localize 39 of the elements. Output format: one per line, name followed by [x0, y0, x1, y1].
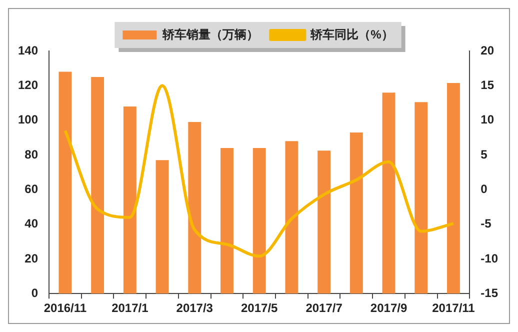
y-tick-label: 120 — [18, 78, 38, 92]
bar — [285, 141, 298, 294]
bar — [156, 160, 169, 294]
bar — [350, 132, 363, 294]
line-series — [64, 84, 455, 258]
bar — [318, 150, 331, 294]
x-tick-label: 2017/1 — [112, 301, 149, 316]
y2-tick-label: 20 — [480, 43, 494, 58]
bar — [447, 83, 460, 294]
y2-tick-label: 10 — [480, 112, 494, 127]
x-tick-label: 2016/11 — [44, 301, 87, 316]
bar — [414, 102, 428, 294]
x-tick-label: 2017/11 — [432, 301, 476, 316]
y2-tick-label: 15 — [480, 78, 494, 92]
x-tick-label: 2017/5 — [240, 301, 278, 316]
y2-tick-label: -15 — [480, 286, 498, 300]
bar — [188, 122, 202, 294]
y-tick-label: 0 — [31, 286, 38, 300]
bar — [220, 148, 234, 294]
bar — [58, 72, 72, 294]
x-tick-label: 2017/7 — [306, 301, 343, 316]
y2-tick-label: -10 — [480, 251, 498, 266]
y-tick-label: 40 — [24, 216, 38, 231]
bar — [123, 106, 136, 294]
y2-tick-label: 5 — [480, 147, 488, 162]
y-tick-label: 100 — [18, 112, 38, 127]
legend-label: 轿车同比（%） — [310, 27, 394, 42]
x-tick-label: 2017/3 — [176, 301, 214, 316]
y2-tick-label: -5 — [480, 216, 492, 231]
legend-label: 轿车销量（万辆） — [162, 27, 259, 42]
bar — [91, 76, 104, 294]
y2-tick-label: 0 — [480, 182, 488, 196]
y-tick-label: 60 — [24, 182, 38, 196]
x-tick-label: 2017/9 — [370, 301, 408, 316]
y-tick-label: 80 — [24, 147, 38, 162]
bar — [382, 92, 396, 294]
bar — [252, 148, 266, 294]
y-tick-label: 20 — [24, 251, 38, 266]
y-tick-label: 140 — [18, 43, 38, 58]
